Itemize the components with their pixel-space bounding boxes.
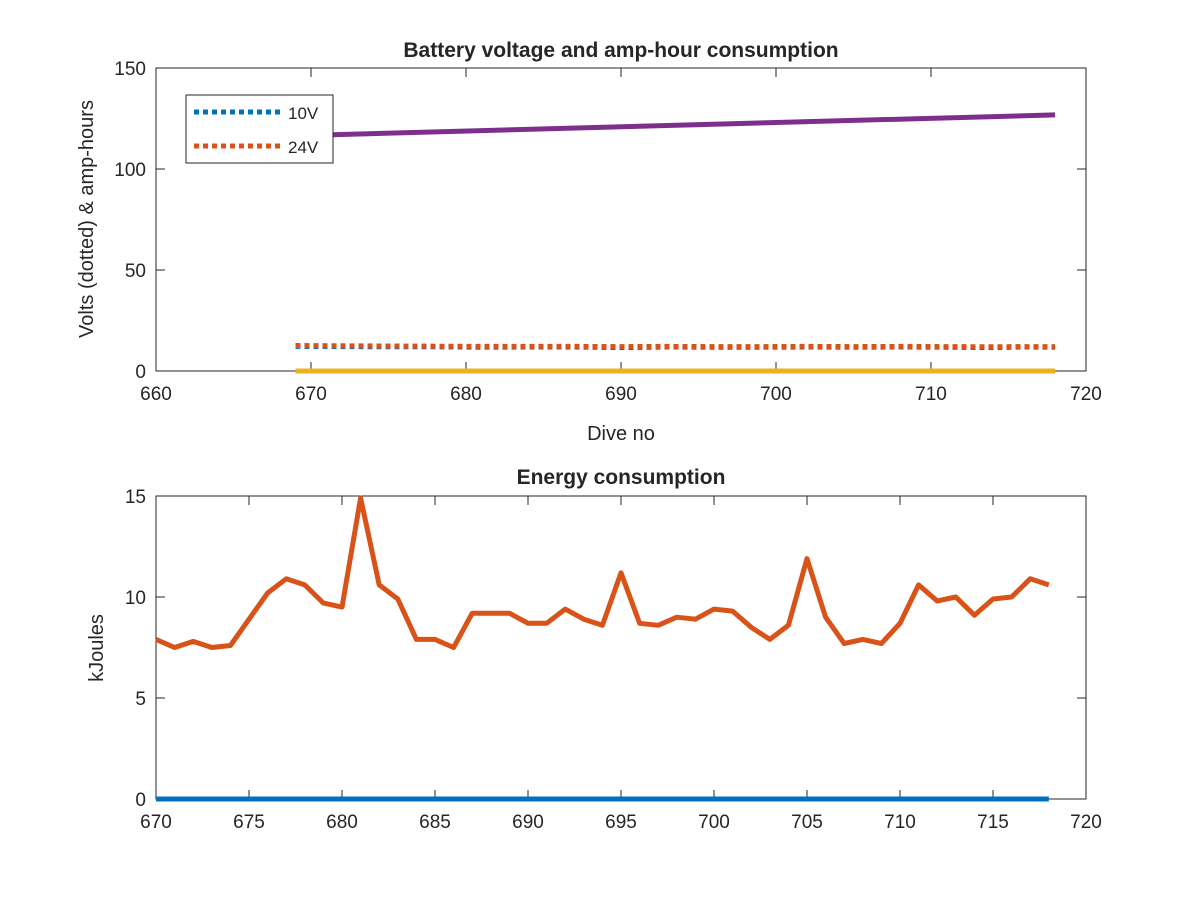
chart-title-1: Battery voltage and amp-hour consumption	[403, 39, 838, 62]
chart-title-2: Energy consumption	[517, 466, 726, 489]
x-tick-label: 670	[295, 384, 327, 405]
x-tick-label: 680	[326, 812, 358, 833]
y-tick-label: 0	[135, 790, 146, 811]
x-tick-label: 685	[419, 812, 451, 833]
x-tick-label: 710	[884, 812, 916, 833]
legend-label-24v: 24V	[288, 138, 319, 157]
legend: 10V 24V	[185, 94, 334, 164]
y-tick-label: 0	[135, 362, 146, 383]
y-tick-label: 15	[125, 487, 146, 508]
series-group-2	[155, 495, 1050, 802]
x-tick-label: 675	[233, 812, 265, 833]
y-tick-label: 50	[125, 261, 146, 282]
x-tick-label: 715	[977, 812, 1009, 833]
y-tick-label: 5	[135, 689, 146, 710]
x-tick-label: 690	[605, 384, 637, 405]
y-axis-label-2: kJoules	[86, 614, 108, 682]
series-line-1-3	[295, 112, 1056, 139]
y-axis-label-1: Volts (dotted) & amp-hours	[76, 100, 98, 338]
voltage-amphour-plot: 660 670 680 690 700 710 720 0 50 100 150 Battery v…	[76, 39, 1102, 445]
x-tick-label: 700	[698, 812, 730, 833]
x-tick-label: 660	[140, 384, 172, 405]
energy-plot: 670 675 680 685 690 695 700 705 710 715 720051015 …	[86, 466, 1102, 833]
x-tick-label: 695	[605, 812, 637, 833]
y-tick-label: 10	[125, 588, 146, 609]
y-tick-label: 150	[114, 59, 146, 80]
x-tick-label: 705	[791, 812, 823, 833]
series-line-2-1	[155, 495, 1050, 650]
x-tick-label: 720	[1070, 812, 1102, 833]
x-axis-label-1: Dive no	[587, 423, 655, 445]
plot-area-2	[155, 495, 1087, 800]
x-tick-label: 690	[512, 812, 544, 833]
x-tick-label: 700	[760, 384, 792, 405]
x-tick-label: 670	[140, 812, 172, 833]
legend-label-10v: 10V	[288, 104, 319, 123]
legend-box	[185, 94, 334, 164]
y-tick-label: 100	[114, 160, 146, 181]
series-group-1	[295, 112, 1056, 374]
series-line-1-2	[295, 343, 1055, 350]
x-tick-label: 680	[450, 384, 482, 405]
ticks-2: 670 675 680 685 690 695 700 705 710 715 720 0 5 10 15	[125, 487, 1102, 833]
x-tick-label: 710	[915, 384, 947, 405]
x-tick-label: 720	[1070, 384, 1102, 405]
